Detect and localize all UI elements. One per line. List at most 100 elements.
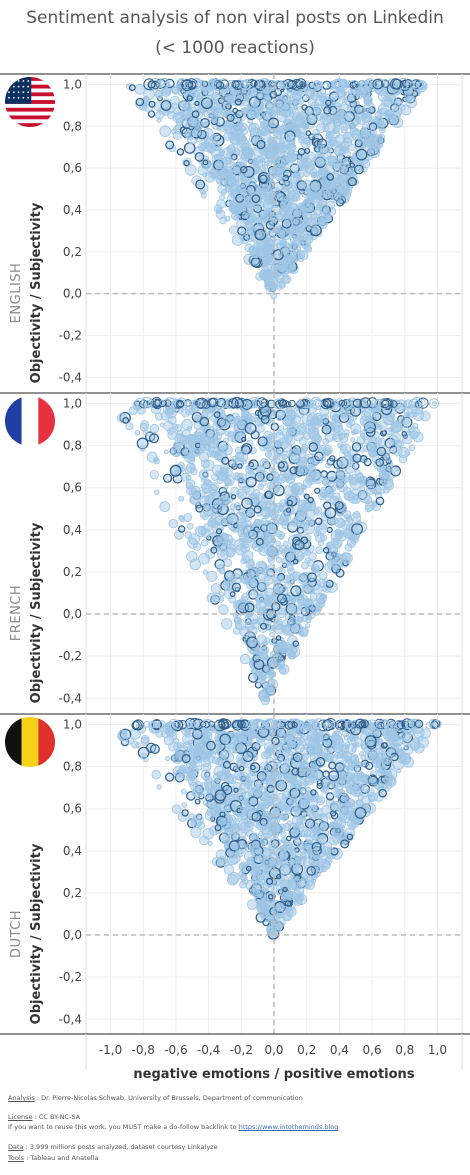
data-point <box>304 775 315 786</box>
data-point <box>218 591 224 597</box>
data-point <box>323 547 330 554</box>
chart-title: Sentiment analysis of non viral posts on… <box>26 8 444 28</box>
y-tick-label: -0,2 <box>59 649 82 663</box>
data-point <box>234 415 243 424</box>
data-point <box>204 810 215 821</box>
data-point <box>306 465 317 475</box>
data-point <box>149 423 160 434</box>
data-point <box>336 818 347 828</box>
data-point <box>320 204 330 214</box>
data-point <box>206 504 218 517</box>
data-point <box>207 840 213 846</box>
data-point <box>391 440 397 446</box>
data-point <box>284 262 295 274</box>
data-point <box>306 866 316 876</box>
data-point <box>392 117 404 129</box>
data-point <box>339 443 347 451</box>
data-point <box>226 113 235 122</box>
data-cloud <box>117 396 440 706</box>
data-point <box>181 809 189 817</box>
data-point <box>125 736 135 745</box>
data-point <box>294 539 305 551</box>
data-point <box>326 173 335 181</box>
data-point <box>286 820 293 826</box>
y-tick-label: 0,6 <box>63 161 82 175</box>
data-point <box>276 226 286 236</box>
data-point <box>249 769 256 777</box>
data-point <box>323 491 330 497</box>
data-point <box>292 640 299 647</box>
data-point <box>213 772 221 781</box>
data-point <box>375 496 385 506</box>
usa-flag-icon <box>5 77 55 127</box>
data-point <box>230 169 237 176</box>
data-point <box>333 730 340 737</box>
data-point <box>289 848 297 857</box>
data-point <box>289 466 298 475</box>
data-point <box>247 177 257 187</box>
data-point <box>293 805 299 812</box>
data-point <box>347 177 357 187</box>
data-point <box>310 789 317 796</box>
data-point <box>273 431 286 444</box>
data-point <box>170 95 180 106</box>
data-point <box>295 783 301 790</box>
data-point <box>220 836 230 845</box>
data-point <box>329 455 336 462</box>
data-point <box>339 773 347 781</box>
data-point <box>241 408 250 418</box>
data-point <box>326 526 333 534</box>
data-point <box>284 195 290 201</box>
data-point <box>159 125 172 137</box>
data-point <box>223 476 232 485</box>
data-point <box>252 251 260 259</box>
data-point <box>195 504 204 513</box>
data-point <box>323 106 332 115</box>
data-point <box>221 94 233 107</box>
data-point <box>325 161 337 174</box>
data-point <box>296 596 306 606</box>
data-point <box>229 591 236 597</box>
data-point <box>181 753 191 763</box>
data-point <box>159 422 165 428</box>
data-point <box>308 826 315 833</box>
data-point <box>258 875 264 881</box>
data-point <box>266 481 275 490</box>
data-point <box>243 230 249 236</box>
data-point <box>394 99 403 107</box>
data-point <box>284 107 292 114</box>
data-point <box>167 427 175 435</box>
data-point <box>281 204 290 213</box>
data-point <box>207 94 213 100</box>
data-point <box>297 147 306 156</box>
y-tick-label: 0,2 <box>63 886 82 900</box>
data-point <box>258 606 267 615</box>
data-point <box>213 411 221 419</box>
data-point <box>361 744 367 749</box>
data-point <box>275 657 286 668</box>
data-point <box>178 495 185 502</box>
data-point <box>257 561 267 571</box>
data-point <box>171 804 182 814</box>
data-point <box>316 145 325 154</box>
data-point <box>185 164 197 176</box>
data-point <box>364 740 370 746</box>
data-point <box>286 87 298 98</box>
data-point <box>170 445 183 457</box>
data-point <box>140 752 148 760</box>
data-point <box>172 130 182 140</box>
data-point <box>283 732 294 743</box>
data-point <box>344 744 350 750</box>
data-point <box>409 739 421 751</box>
data-point <box>186 522 194 530</box>
data-point <box>288 741 296 748</box>
data-point <box>341 552 353 564</box>
data-point <box>220 418 231 429</box>
y-axis-label: Objectivity / Subjectivity <box>29 522 44 703</box>
data-point <box>238 765 245 772</box>
data-point <box>207 517 218 528</box>
data-point <box>298 256 304 262</box>
data-point <box>354 164 364 175</box>
data-point <box>242 762 249 769</box>
